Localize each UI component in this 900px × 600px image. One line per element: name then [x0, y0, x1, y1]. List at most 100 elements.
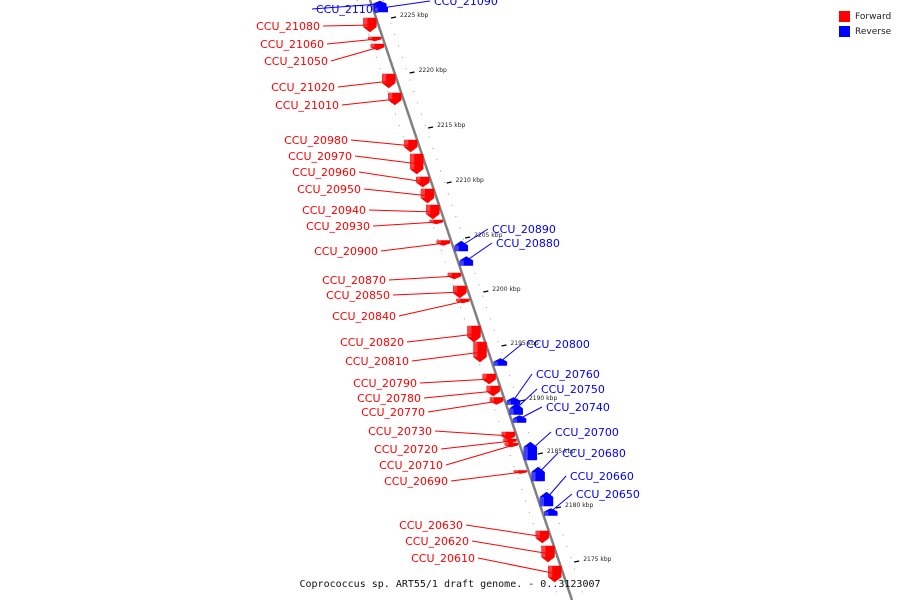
scale-tick-label: 2185 kbp	[547, 448, 575, 455]
gene-label[interactable]: CCU_20770	[361, 406, 425, 419]
gene-label[interactable]: CCU_20760	[536, 368, 600, 381]
scale-tick-mark	[574, 560, 580, 563]
gene-label[interactable]: CCU_20870	[322, 274, 386, 287]
gene-shade	[544, 511, 549, 516]
scale-tick-mark	[483, 290, 489, 293]
gene-label[interactable]: CCU_20610	[411, 552, 475, 565]
gene-shade	[513, 470, 518, 473]
gene-leader-line	[372, 221, 439, 227]
labels-layer: CCU_21100 CCU_21090 CCU_21080 CCU_21060 CCU_…	[256, 0, 640, 575]
gene-shade	[490, 397, 495, 402]
gene-leader-line	[515, 388, 538, 410]
gene-label[interactable]: CCU_20710	[379, 459, 443, 472]
gene-label[interactable]: CCU_20880	[496, 237, 560, 250]
gene-label[interactable]: CCU_20650	[576, 488, 640, 501]
gene-leader-line	[350, 139, 414, 147]
forward-swatch	[839, 11, 850, 22]
gene-label[interactable]: CCU_20970	[288, 150, 352, 163]
gene-label[interactable]: CCU_21080	[256, 20, 320, 33]
gene-shade	[509, 408, 514, 415]
gene-label[interactable]: CCU_20800	[526, 338, 590, 351]
scale-tick-mark	[464, 236, 471, 239]
gene-label[interactable]: CCU_20890	[492, 223, 556, 236]
gene-leader-line	[363, 188, 431, 197]
gene-label[interactable]: CCU_20700	[555, 426, 619, 439]
gene-label[interactable]: CCU_20940	[302, 204, 366, 217]
gene-label[interactable]: CCU_21090	[434, 0, 498, 8]
gene-label[interactable]: CCU_20750	[541, 383, 605, 396]
gene-leader-line	[358, 171, 426, 183]
gene-leader-line	[460, 228, 489, 247]
gene-leader-line	[518, 406, 543, 420]
genome-backbone	[368, 0, 574, 600]
gene-label[interactable]: CCU_20780	[357, 392, 421, 405]
gene-shade	[493, 361, 498, 366]
gene-label[interactable]: CCU_20690	[384, 475, 448, 488]
gene-shade	[436, 240, 441, 244]
scale-tick-label: 2210 kbp	[456, 177, 484, 184]
legend-item-reverse: Reverse	[839, 24, 891, 39]
gene-leader-line	[550, 493, 573, 513]
gene-shade	[429, 220, 434, 223]
gene-shade	[447, 273, 452, 277]
gene-shade	[382, 74, 387, 83]
gene-shade	[535, 531, 540, 538]
gene-leader-line	[499, 343, 523, 363]
gene-leader-line	[427, 400, 500, 413]
gene-shade	[539, 497, 544, 506]
gene-label[interactable]: CCU_21060	[260, 38, 324, 51]
gene-label[interactable]: CCU_20660	[570, 470, 634, 483]
gene-label[interactable]: CCU_20730	[368, 425, 432, 438]
gene-ccu_20710-forward[interactable]	[504, 442, 519, 448]
scale-tick-label: 2195 kbp	[510, 340, 538, 347]
gene-label[interactable]: CCU_20810	[345, 355, 409, 368]
gene-shade	[482, 374, 487, 380]
genome-caption: Coprococcus sp. ART55/1 draft genome. - …	[299, 579, 601, 590]
gene-shade	[523, 447, 528, 460]
gene-label[interactable]: CCU_20850	[326, 289, 390, 302]
gene-shade	[486, 386, 491, 392]
gene-label[interactable]: CCU_20980	[284, 134, 348, 147]
gene-leader-line	[330, 46, 380, 62]
gene-label[interactable]: CCU_20960	[292, 166, 356, 179]
gene-leader-line	[326, 38, 378, 45]
gene-leader-line	[341, 98, 398, 106]
gene-leader-line	[354, 155, 420, 165]
gene-leader-line	[465, 242, 493, 262]
gene-label[interactable]: CCU_20950	[297, 183, 361, 196]
scale-dots-right	[382, 0, 586, 600]
gene-label[interactable]: CCU_20720	[374, 443, 438, 456]
gene-shade	[420, 189, 425, 198]
gene-label[interactable]: CCU_20680	[562, 447, 626, 460]
gene-leader-line	[368, 209, 436, 213]
gene-label[interactable]: CCU_20630	[399, 519, 463, 532]
gene-label[interactable]: CCU_20930	[306, 220, 370, 233]
gene-label[interactable]: CCU_20900	[314, 245, 378, 258]
legend-item-forward: Forward	[839, 9, 891, 24]
gene-leader-line	[411, 351, 483, 362]
gene-shade	[416, 177, 421, 183]
scale-tick-mark	[519, 399, 526, 402]
gene-shade	[541, 546, 546, 557]
gene-label[interactable]: CCU_20840	[332, 310, 396, 323]
gene-leader-line	[545, 475, 567, 500]
gene-label[interactable]: CCU_21100	[316, 3, 380, 16]
gene-shade	[459, 260, 464, 266]
gene-label[interactable]: CCU_21020	[271, 81, 335, 94]
gene-leader-line	[419, 378, 492, 384]
gene-label[interactable]: CCU_20620	[405, 535, 469, 548]
gene-leader-line	[311, 3, 380, 10]
scale-tick-mark	[501, 344, 507, 347]
gene-shade	[503, 439, 508, 442]
gene-label[interactable]: CCU_20740	[546, 401, 610, 414]
scale-tick-label: 2220 kbp	[419, 67, 447, 74]
gene-leader-line	[337, 80, 392, 88]
gene-label[interactable]: CCU_21050	[264, 55, 328, 68]
gene-label[interactable]: CCU_20790	[353, 377, 417, 390]
gene-shade	[426, 205, 431, 214]
gene-leader-line	[423, 390, 496, 399]
gene-leader-line	[529, 431, 552, 452]
gene-label[interactable]: CCU_20820	[340, 336, 404, 349]
gene-label[interactable]: CCU_21010	[275, 99, 339, 112]
